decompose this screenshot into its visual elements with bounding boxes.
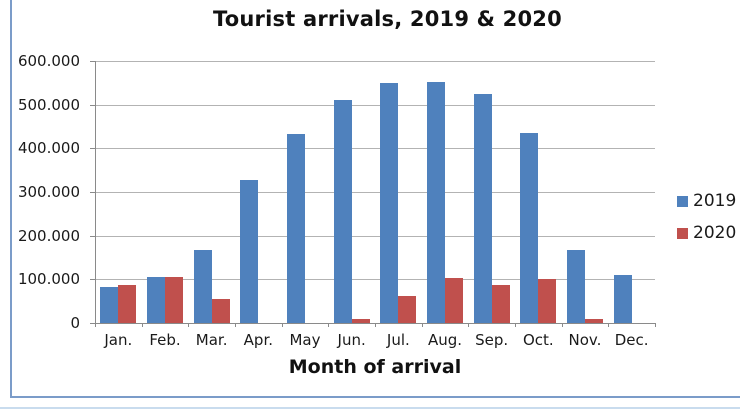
gridline-400.000	[95, 148, 655, 150]
chart-frame-border-left	[10, 0, 12, 398]
y-axis-tick	[90, 192, 95, 193]
y-axis-tick	[90, 323, 95, 324]
x-axis-label: Feb.	[149, 331, 181, 349]
y-axis-line	[95, 61, 96, 324]
x-axis-tick	[375, 323, 376, 327]
x-axis-label: Jun.	[337, 331, 366, 349]
bar-2019-Jun	[333, 100, 352, 323]
chart-frame-border-bottom	[10, 396, 740, 398]
y-axis-label: 600.000	[17, 52, 80, 70]
bar-2020-Jun	[351, 319, 370, 323]
bar-2019-Mar	[193, 249, 212, 323]
x-axis-label: Sep.	[475, 331, 509, 349]
gridline-500.000	[95, 104, 655, 106]
legend-item-2020: 2020	[677, 225, 736, 242]
y-axis-label: 200.000	[17, 226, 80, 245]
page-divider-line	[0, 407, 740, 409]
x-axis-label: Jan.	[104, 331, 133, 349]
legend-item-2019: 2019	[677, 193, 736, 210]
x-axis-label: Aug.	[427, 331, 463, 349]
y-axis-tick	[90, 148, 95, 150]
bar-2019-Nov	[567, 249, 585, 323]
bar-2019-Jul	[380, 82, 399, 323]
plot-area	[95, 61, 655, 324]
y-axis-label: 0	[70, 314, 80, 332]
bar-2020-Jan	[118, 285, 137, 323]
legend: 2019 2020	[677, 193, 736, 242]
x-axis-tick	[141, 323, 143, 327]
bar-2019-May	[287, 134, 305, 323]
legend-label-2019: 2019	[693, 191, 737, 211]
bar-2020-Sep	[491, 285, 510, 323]
bar-2019-Dec	[613, 274, 632, 323]
x-axis-label: Oct.	[522, 331, 554, 349]
bar-2019-Jan	[100, 287, 119, 323]
gridline-300.000	[95, 192, 655, 193]
y-axis-tick	[90, 61, 95, 62]
y-axis-label: 400.000	[17, 139, 80, 158]
y-axis-label: 100.000	[17, 270, 80, 289]
bar-2020-Jul	[398, 295, 417, 323]
bar-2019-Apr	[240, 179, 259, 323]
x-axis-label: May	[289, 331, 321, 349]
x-axis-label: Nov.	[568, 331, 602, 349]
chart-title: Tourist arrivals, 2019 & 2020	[213, 7, 562, 31]
bar-2019-Aug	[427, 81, 445, 323]
y-axis-label: 500.000	[17, 95, 80, 114]
x-axis-tick	[655, 323, 656, 327]
x-axis-label: Dec.	[614, 331, 649, 349]
gridline-100.000	[95, 279, 655, 281]
x-axis-tick	[95, 323, 96, 327]
gridline-600.000	[95, 61, 655, 62]
bar-2020-Feb	[165, 276, 183, 323]
y-axis-tick	[90, 104, 95, 106]
x-axis-label: Mar.	[195, 331, 228, 349]
bar-2020-Mar	[211, 298, 230, 323]
x-axis-tick	[608, 323, 610, 327]
bar-2019-Feb	[147, 277, 165, 323]
x-axis-tick	[561, 323, 563, 327]
x-axis-tick	[188, 323, 190, 327]
bar-2020-Oct	[538, 279, 557, 323]
x-axis-tick	[235, 323, 236, 327]
x-axis-label: Apr.	[243, 331, 273, 349]
x-axis-tick	[421, 323, 423, 327]
x-axis-title: Month of arrival	[288, 356, 462, 378]
bar-2020-Aug	[445, 277, 463, 323]
x-axis-tick	[515, 323, 516, 327]
x-axis-label: Jul.	[386, 331, 410, 349]
y-axis-tick	[90, 235, 95, 237]
x-axis-tick	[281, 323, 283, 327]
legend-swatch-2020-icon	[677, 228, 688, 239]
y-axis-label: 300.000	[17, 183, 80, 201]
bar-2020-Nov	[585, 319, 603, 323]
legend-swatch-2019-icon	[677, 196, 688, 207]
gridline-200.000	[95, 235, 655, 237]
bar-2019-Oct	[520, 133, 539, 323]
x-axis-tick	[328, 323, 330, 327]
legend-label-2020: 2020	[693, 223, 737, 243]
x-axis-tick	[468, 323, 470, 327]
bar-2019-Sep	[473, 94, 492, 323]
y-axis-tick	[90, 279, 95, 281]
